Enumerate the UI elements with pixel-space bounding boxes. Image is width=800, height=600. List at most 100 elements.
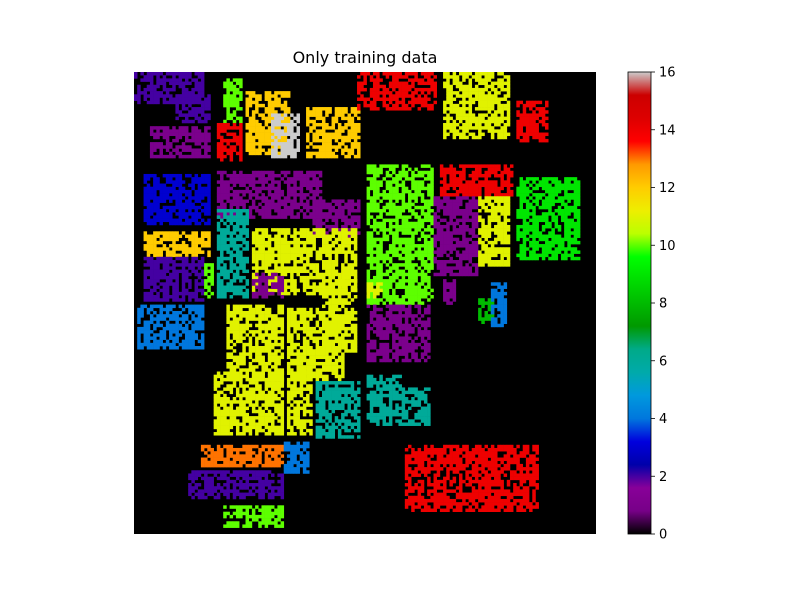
heatmap-cell [204,119,208,124]
heatmap-cell [465,224,469,229]
heatmap-cell [490,244,495,248]
heatmap-cell [194,231,199,235]
heatmap-cell [191,247,195,251]
heatmap-cell [207,250,211,254]
heatmap-cell [261,240,265,245]
heatmap-cell [153,193,157,197]
heatmap-cell [207,285,211,289]
heatmap-cell [334,247,339,251]
heatmap-cell [430,199,434,203]
heatmap-cell [369,78,374,82]
heatmap-cell [204,209,208,213]
heatmap-cell [519,132,524,137]
heatmap-cell [264,250,269,254]
heatmap-cell [417,189,422,194]
heatmap-cell [264,234,269,238]
heatmap-cell [372,228,377,232]
heatmap-cell [239,129,243,133]
heatmap-cell [280,145,285,149]
heatmap-cell [204,221,208,226]
heatmap-cell [264,288,269,293]
heatmap-cell [162,247,167,251]
heatmap-cell [392,253,396,258]
heatmap-cell [223,266,227,270]
heatmap-cell [468,183,473,188]
heatmap-cell [204,148,208,152]
heatmap-cell [261,177,265,181]
heatmap-cell [328,269,332,274]
heatmap-cell [229,116,234,121]
heatmap-cell [423,275,428,280]
heatmap-cell [417,237,422,242]
heatmap-cell [286,228,291,232]
heatmap-cell [280,275,285,280]
heatmap-cell [200,272,205,277]
heatmap-cell [458,259,463,264]
heatmap-cell [165,72,170,76]
heatmap-cell [226,100,230,105]
heatmap-cell [462,107,466,111]
heatmap-cell [321,247,326,251]
heatmap-cell [436,215,441,219]
heatmap-cell [458,224,463,229]
heatmap-cell [290,266,294,270]
heatmap-cell [149,94,154,98]
heatmap-cell [156,126,160,130]
heatmap-cell [443,100,447,105]
heatmap-cell [458,266,463,270]
heatmap-cell [414,272,418,277]
heatmap-cell [293,177,297,181]
heatmap-cell [420,186,425,191]
heatmap-cell [379,279,383,283]
heatmap-cell [251,119,256,124]
heatmap-cell [255,285,259,289]
heatmap-cell [420,183,425,188]
heatmap-cell [379,167,383,172]
heatmap-cell [191,138,195,143]
heatmap-cell [423,212,428,216]
heatmap-cell [184,113,189,117]
heatmap-cell [251,110,256,114]
heatmap-cell [487,97,492,101]
heatmap-cell [443,81,447,86]
heatmap-cell [529,126,533,130]
heatmap-cell [280,129,285,133]
heatmap-cell [191,183,195,188]
heatmap-cell [188,212,192,216]
heatmap-cell [172,87,176,92]
heatmap-cell [200,119,205,124]
heatmap-cell [277,234,281,238]
heatmap-cell [414,250,418,254]
heatmap-cell [200,244,205,248]
heatmap-cell [554,177,559,181]
heatmap-cell [312,218,316,223]
heatmap-cell [408,240,412,245]
heatmap-cell [337,110,342,114]
heatmap-cell [162,282,167,286]
heatmap-cell [191,148,195,152]
heatmap-cell [423,81,428,86]
heatmap-cell [271,199,275,203]
heatmap-cell [395,224,399,229]
heatmap-cell [455,263,460,267]
heatmap-cell [274,193,278,197]
heatmap-cell [318,138,323,143]
heatmap-cell [372,288,377,293]
heatmap-cell [248,122,253,127]
heatmap-cell [525,126,530,130]
heatmap-cell [446,193,450,197]
heatmap-cell [366,164,371,168]
heatmap-cell [149,279,154,283]
heatmap-cell [414,180,418,184]
heatmap-cell [433,202,437,207]
heatmap-cell [458,110,463,114]
heatmap-cell [455,240,460,245]
heatmap-cell [235,250,240,254]
heatmap-cell [175,94,179,98]
heatmap-cell [188,279,192,283]
heatmap-cell [220,291,224,296]
heatmap-cell [344,272,348,277]
heatmap-cell [334,221,339,226]
heatmap-cell [267,193,272,197]
heatmap-cell [194,209,199,213]
